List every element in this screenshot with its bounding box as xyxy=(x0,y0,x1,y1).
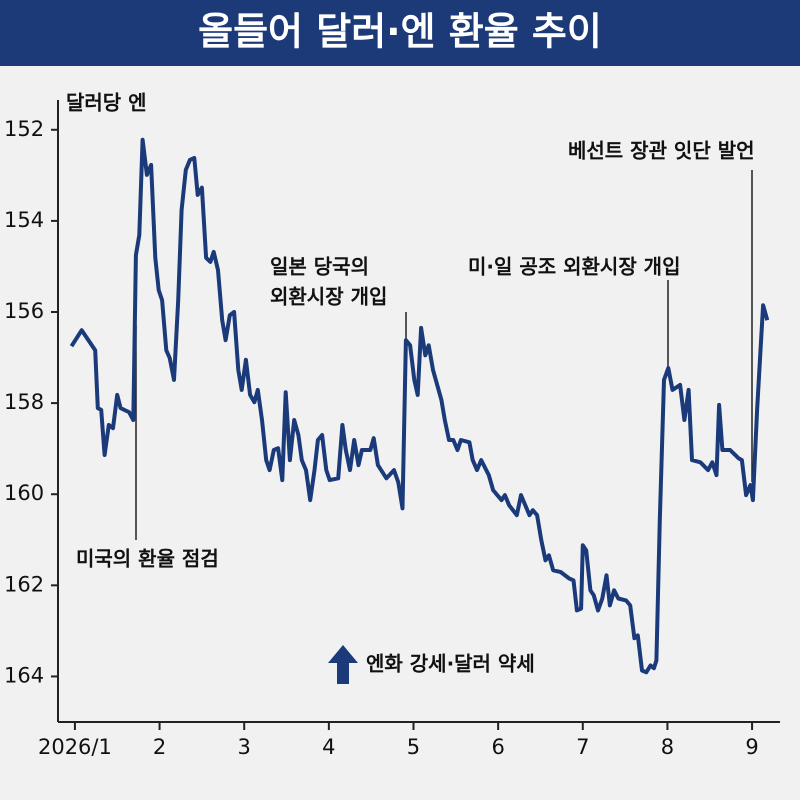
y-tick-label: 156 xyxy=(4,299,44,323)
arrow-icon xyxy=(328,645,358,684)
x-tick-label: 9 xyxy=(745,735,758,759)
x-tick-label: 2026/1 xyxy=(38,735,112,759)
x-tick-label: 2 xyxy=(153,735,166,759)
note: 엔화 강세·달러 약세 xyxy=(366,652,535,676)
y-tick-label: 162 xyxy=(4,572,44,596)
y-axis-label: 달러당 엔 xyxy=(66,91,147,115)
price-line xyxy=(69,137,770,675)
chart-title: 올들어 달러·엔 환율 추이 xyxy=(198,10,602,54)
annotation: 일본 당국의 xyxy=(270,255,369,279)
annotation: 외환시장 개입 xyxy=(270,285,387,309)
annotation: 미국의 환율 점검 xyxy=(76,547,219,571)
x-tick-label: 5 xyxy=(407,735,420,759)
x-tick-label: 4 xyxy=(322,735,335,759)
y-tick-label: 164 xyxy=(4,663,44,687)
annotation: 베선트 장관 잇단 발언 xyxy=(568,139,755,163)
x-tick-label: 6 xyxy=(491,735,504,759)
y-tick-label: 160 xyxy=(4,481,44,505)
x-tick-label: 8 xyxy=(661,735,674,759)
x-tick-label: 7 xyxy=(576,735,589,759)
title-bar xyxy=(0,0,800,66)
y-tick-label: 158 xyxy=(4,390,44,414)
y-tick-label: 152 xyxy=(4,117,44,141)
y-tick-label: 154 xyxy=(4,208,44,232)
x-tick-label: 3 xyxy=(238,735,251,759)
annotation: 미·일 공조 외환시장 개입 xyxy=(468,255,681,279)
